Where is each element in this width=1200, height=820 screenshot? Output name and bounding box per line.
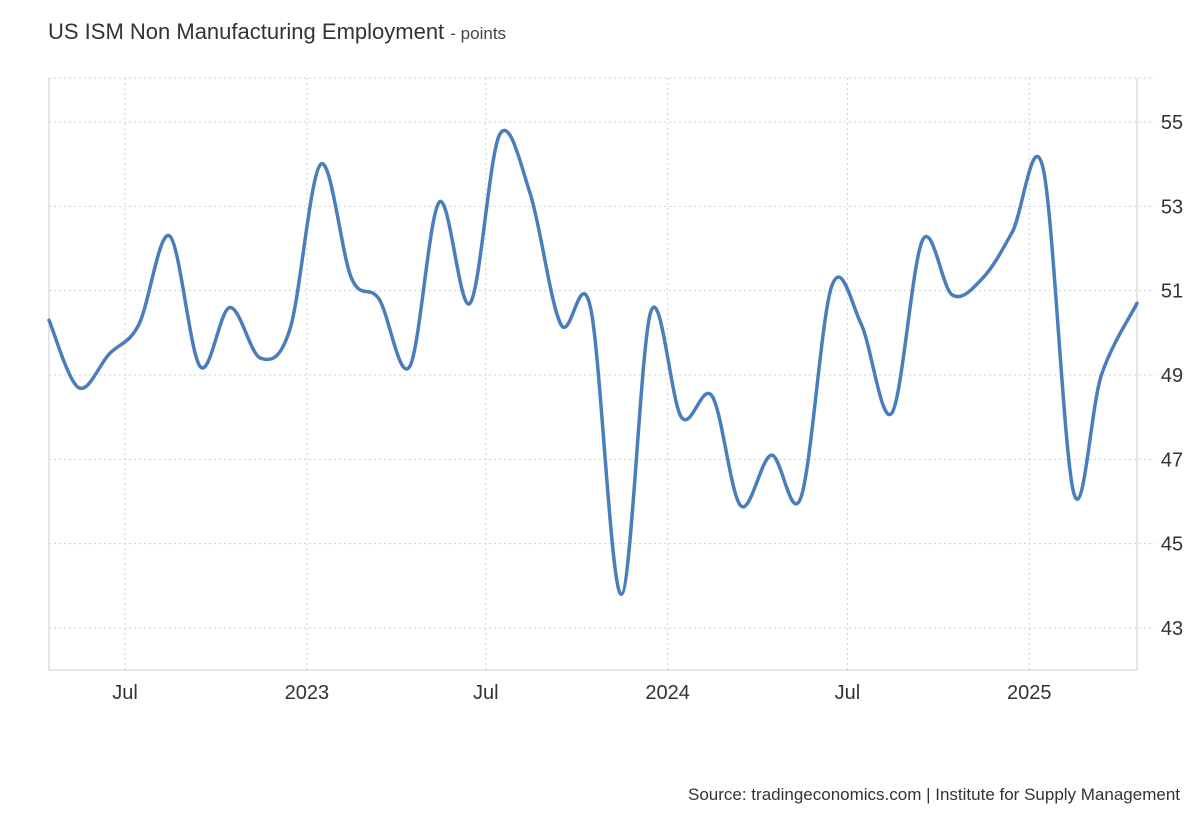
x-tick-label: 2024 [645,682,690,704]
y-tick-label: 55 [1161,112,1183,134]
series-line-0 [47,128,1139,597]
y-tick-label: 49 [1161,365,1183,387]
x-tick-label: 2025 [1007,682,1052,704]
line-chart: 43 45 47 49 51 53 55 Jul 2023 Jul 2024 Jul 2025 [47,77,1183,704]
axes [48,78,1138,671]
y-tick-label: 51 [1161,281,1183,303]
y-tick-label: 47 [1161,449,1183,471]
x-axis-labels: Jul 2023 Jul 2024 Jul 2025 [112,682,1051,704]
chart-title-text: US ISM Non Manufacturing Employment [48,19,445,44]
series-group [47,128,1139,597]
x-tick-label: 2023 [285,682,330,704]
x-tick-label: Jul [473,682,499,704]
x-tick-label: Jul [112,682,138,704]
chart-title: US ISM Non Manufacturing Employment - po… [48,19,506,45]
y-tick-label: 53 [1161,196,1183,218]
y-tick-label: 43 [1161,618,1183,640]
y-tick-label: 45 [1161,534,1183,556]
grid [49,77,1155,670]
x-tick-label: Jul [835,682,861,704]
source-note: Source: tradingeconomics.com | Institute… [688,785,1180,804]
chart-unit: - points [450,24,507,43]
y-axis-labels: 43 45 47 49 51 53 55 [1161,112,1183,640]
